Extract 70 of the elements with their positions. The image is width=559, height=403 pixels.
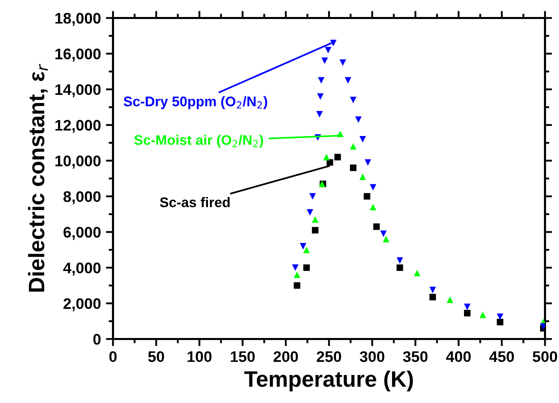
point bbox=[480, 312, 486, 318]
point bbox=[370, 184, 376, 191]
y-tick-label: 12,000 bbox=[55, 120, 101, 133]
point bbox=[312, 216, 318, 223]
y-tick-label: 2,000 bbox=[63, 298, 101, 312]
point bbox=[294, 272, 300, 278]
point bbox=[355, 116, 362, 123]
point bbox=[318, 77, 324, 84]
point bbox=[317, 93, 324, 100]
y-tick-label: 0 bbox=[93, 334, 101, 345]
point bbox=[312, 226, 318, 234]
point bbox=[429, 286, 436, 294]
y-tick-label: 16,000 bbox=[55, 48, 101, 62]
point bbox=[359, 173, 366, 180]
x-tick-label: 350 bbox=[403, 351, 428, 362]
y-axis-title: Dielectric constant, ε$_{r}$ bbox=[28, 64, 48, 292]
point bbox=[446, 296, 454, 304]
point bbox=[350, 96, 356, 104]
point bbox=[334, 154, 341, 160]
y-tick-label: 4,000 bbox=[63, 262, 101, 276]
y-tick-label: 10,000 bbox=[55, 156, 101, 169]
point bbox=[323, 154, 330, 160]
y-tick-label: 18,000 bbox=[55, 12, 101, 26]
point bbox=[350, 143, 356, 150]
x-tick-label: 0 bbox=[109, 351, 117, 362]
annotation: Sc-Moist air (O$_{2}$/N$_{2}$) bbox=[134, 134, 264, 148]
point bbox=[496, 313, 504, 320]
x-tick-label: 200 bbox=[274, 351, 298, 362]
point bbox=[496, 318, 504, 326]
point bbox=[414, 270, 420, 276]
x-tick-label: 400 bbox=[446, 351, 471, 362]
point bbox=[292, 264, 299, 271]
point bbox=[309, 193, 316, 200]
x-tick-label: 300 bbox=[360, 351, 384, 362]
point bbox=[344, 77, 352, 84]
point bbox=[306, 209, 314, 216]
point bbox=[316, 111, 323, 118]
x-tick-label: 50 bbox=[148, 351, 164, 362]
x-tick-label: 250 bbox=[316, 351, 342, 362]
point bbox=[321, 58, 328, 64]
point bbox=[396, 257, 404, 264]
point bbox=[464, 310, 470, 316]
point bbox=[303, 264, 310, 271]
point bbox=[382, 236, 390, 242]
point bbox=[300, 243, 306, 250]
point bbox=[464, 304, 470, 310]
annotation: Sc-Dry 50ppm (O$_{2}$/N$_{2}$) bbox=[124, 96, 268, 110]
point bbox=[294, 282, 300, 289]
point bbox=[396, 264, 404, 271]
x-tick-label: 150 bbox=[230, 351, 255, 362]
point bbox=[370, 204, 376, 210]
annotation: Sc-as fired bbox=[160, 197, 230, 208]
point bbox=[380, 230, 387, 238]
x-tick-label: 500 bbox=[532, 351, 558, 362]
point bbox=[324, 46, 332, 54]
point bbox=[330, 40, 337, 46]
point bbox=[359, 136, 366, 143]
x-tick-label: 450 bbox=[489, 351, 514, 362]
point bbox=[364, 159, 372, 166]
point bbox=[350, 164, 356, 172]
point bbox=[364, 193, 370, 200]
y-tick-label: 6,000 bbox=[64, 226, 101, 240]
y-tick-label: 14,000 bbox=[55, 84, 101, 98]
point bbox=[303, 246, 310, 254]
point bbox=[340, 59, 346, 66]
x-tick-label: 100 bbox=[188, 351, 212, 362]
point bbox=[429, 294, 436, 300]
x-axis-title: Temperature (K) bbox=[244, 370, 413, 392]
y-tick-label: 8,000 bbox=[63, 191, 101, 204]
point bbox=[373, 223, 380, 230]
